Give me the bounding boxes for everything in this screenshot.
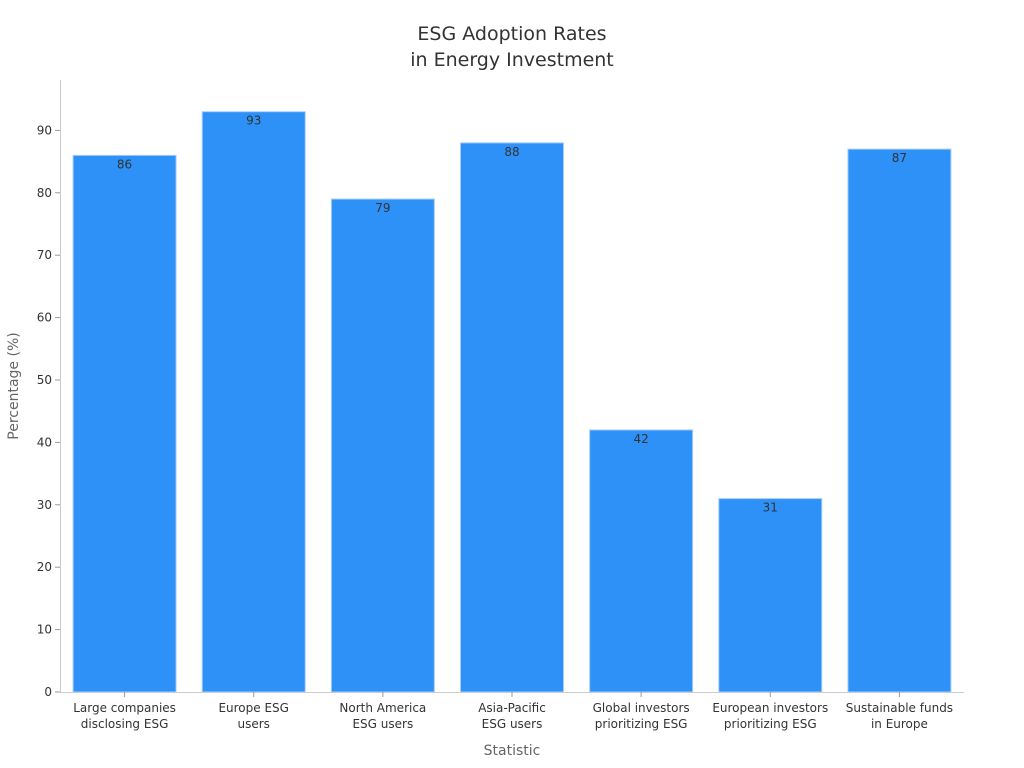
y-tick-label: 70 bbox=[37, 248, 52, 262]
bar-value-label: 42 bbox=[634, 432, 649, 446]
bars-group bbox=[72, 111, 952, 693]
bar bbox=[460, 142, 564, 693]
bar-value-label: 87 bbox=[892, 151, 907, 165]
y-tick-label: 80 bbox=[37, 186, 52, 200]
x-tick-label: Europe ESG bbox=[218, 701, 289, 715]
x-tick-label: in Europe bbox=[871, 717, 928, 731]
y-tick-label: 40 bbox=[37, 435, 52, 449]
x-tick-label: disclosing ESG bbox=[81, 717, 169, 731]
bar bbox=[72, 154, 177, 693]
x-axis-label: Statistic bbox=[484, 743, 541, 759]
x-tick-label: European investors bbox=[712, 701, 828, 715]
y-tick-label: 30 bbox=[37, 498, 52, 512]
y-tick-label: 50 bbox=[37, 373, 52, 387]
x-tick-label: Asia-Pacific bbox=[478, 701, 546, 715]
bar-value-label: 31 bbox=[763, 501, 778, 515]
chart-title-line-1: ESG Adoption Rates bbox=[417, 23, 606, 45]
chart-title-line-2: in Energy Investment bbox=[410, 49, 614, 71]
bar bbox=[847, 148, 952, 693]
x-tick-label: Large companies bbox=[73, 701, 176, 715]
bar bbox=[718, 498, 823, 693]
y-axis-label: Percentage (%) bbox=[6, 332, 22, 439]
x-tick-label: ESG users bbox=[482, 717, 543, 731]
y-tick-label: 90 bbox=[37, 123, 52, 137]
x-tick-label: prioritizing ESG bbox=[595, 717, 688, 731]
y-tick-label: 60 bbox=[37, 311, 52, 325]
y-ticks-group: 0 10 20 30 40 50 60 70 80 90 bbox=[37, 123, 60, 699]
bar-value-label: 88 bbox=[504, 145, 519, 159]
y-tick-label: 20 bbox=[37, 560, 52, 574]
bar-value-label: 93 bbox=[246, 114, 261, 128]
x-tick-label: Global investors bbox=[593, 701, 690, 715]
bar-value-label: 79 bbox=[375, 201, 390, 215]
bar bbox=[330, 198, 435, 693]
x-tick-label: prioritizing ESG bbox=[724, 717, 817, 731]
x-tick-label: Sustainable funds bbox=[846, 701, 953, 715]
x-tick-label: North America bbox=[339, 701, 426, 715]
bar bbox=[589, 429, 694, 693]
bar-value-label: 86 bbox=[117, 157, 132, 171]
y-tick-label: 0 bbox=[44, 685, 52, 699]
y-tick-label: 10 bbox=[37, 623, 52, 637]
data-labels-group: 86 93 79 88 42 31 87 bbox=[117, 114, 907, 515]
bar bbox=[201, 111, 306, 693]
x-tick-label: ESG users bbox=[352, 717, 413, 731]
x-tick-label: users bbox=[237, 717, 269, 731]
x-ticks-group: Large companies disclosing ESG Europe ESG u… bbox=[73, 692, 953, 731]
